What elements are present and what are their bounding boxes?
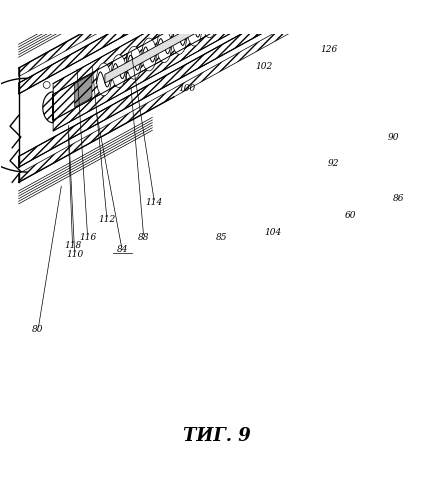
Polygon shape bbox=[260, 0, 355, 24]
Text: 126: 126 bbox=[320, 45, 338, 54]
Ellipse shape bbox=[142, 38, 156, 71]
Text: 90: 90 bbox=[388, 134, 400, 142]
Text: 60: 60 bbox=[345, 211, 356, 220]
Polygon shape bbox=[19, 0, 420, 167]
Text: 85: 85 bbox=[216, 232, 227, 241]
Ellipse shape bbox=[187, 13, 202, 46]
Text: 118: 118 bbox=[64, 241, 81, 250]
Ellipse shape bbox=[96, 63, 111, 96]
Polygon shape bbox=[19, 0, 420, 94]
Text: 80: 80 bbox=[32, 326, 44, 334]
Ellipse shape bbox=[202, 5, 217, 38]
Text: 114: 114 bbox=[146, 198, 163, 207]
Ellipse shape bbox=[112, 54, 126, 88]
Text: 116: 116 bbox=[79, 232, 96, 241]
Polygon shape bbox=[53, 0, 420, 94]
Text: 84: 84 bbox=[116, 246, 128, 254]
Text: 100: 100 bbox=[178, 84, 195, 93]
Text: 102: 102 bbox=[256, 62, 273, 71]
Ellipse shape bbox=[127, 46, 141, 79]
Polygon shape bbox=[19, 0, 420, 76]
Text: 112: 112 bbox=[99, 216, 116, 224]
Polygon shape bbox=[53, 54, 126, 120]
Polygon shape bbox=[53, 0, 420, 120]
Polygon shape bbox=[126, 0, 260, 80]
Text: 86: 86 bbox=[392, 194, 404, 203]
Polygon shape bbox=[105, 0, 398, 83]
Circle shape bbox=[43, 82, 50, 88]
Text: 88: 88 bbox=[138, 232, 149, 241]
Ellipse shape bbox=[172, 22, 187, 54]
Polygon shape bbox=[53, 0, 420, 131]
Text: ΤИГ. 9: ΤИГ. 9 bbox=[183, 428, 251, 446]
Polygon shape bbox=[75, 74, 92, 108]
Polygon shape bbox=[43, 92, 53, 123]
Ellipse shape bbox=[157, 30, 171, 62]
Polygon shape bbox=[19, 0, 420, 182]
Text: 110: 110 bbox=[66, 250, 83, 259]
Text: 104: 104 bbox=[264, 228, 282, 237]
Text: 92: 92 bbox=[328, 160, 339, 168]
